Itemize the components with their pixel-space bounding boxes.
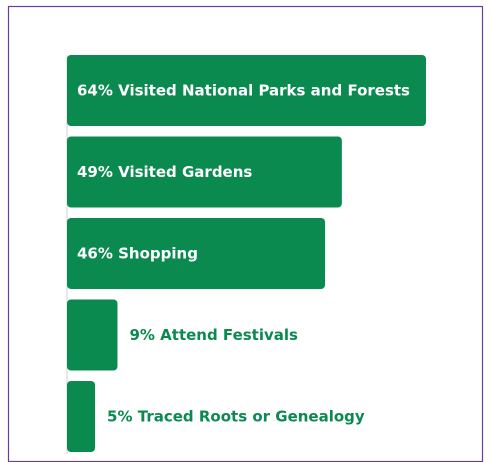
value-label: 49%	[77, 163, 113, 181]
value-label: 46%	[77, 244, 113, 262]
category-label: Visited National Parks and Forests	[113, 81, 410, 99]
value-label: 9%	[129, 326, 154, 344]
bar	[67, 218, 326, 289]
bar-label: 9% Attend Festivals	[129, 326, 298, 344]
bar-label: 5% Traced Roots or Genealogy	[107, 407, 365, 425]
bar	[67, 55, 426, 126]
category-label: Attend Festivals	[155, 326, 298, 344]
bar-label: 46% Shopping	[77, 244, 198, 262]
bar	[67, 299, 118, 371]
category-label: Traced Roots or Genealogy	[133, 407, 365, 425]
bar-label: 49% Visited Gardens	[77, 163, 252, 181]
category-label: Visited Gardens	[113, 163, 253, 181]
value-label: 64%	[77, 81, 113, 99]
bar-label: 64% Visited National Parks and Forests	[77, 81, 410, 99]
value-label: 5%	[107, 407, 132, 425]
bar	[67, 136, 342, 208]
category-label: Shopping	[113, 244, 198, 262]
bar	[67, 381, 96, 452]
